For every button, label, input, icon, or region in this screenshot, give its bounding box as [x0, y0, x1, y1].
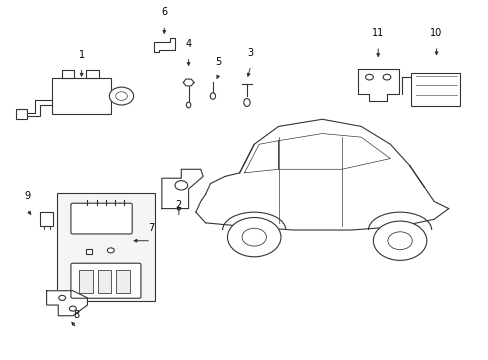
- Text: 9: 9: [24, 192, 30, 202]
- FancyBboxPatch shape: [71, 263, 141, 298]
- Circle shape: [365, 74, 372, 80]
- Circle shape: [59, 296, 65, 300]
- Circle shape: [109, 87, 133, 105]
- Text: 5: 5: [215, 57, 222, 67]
- Bar: [86, 70, 99, 78]
- Bar: [40, 212, 53, 226]
- Text: 10: 10: [429, 28, 442, 38]
- Text: 4: 4: [185, 39, 191, 49]
- Text: 1: 1: [79, 50, 84, 60]
- Bar: [116, 270, 129, 293]
- Text: 11: 11: [371, 28, 384, 38]
- Text: 6: 6: [161, 8, 167, 18]
- Text: 8: 8: [74, 310, 80, 320]
- Bar: [52, 78, 111, 114]
- Ellipse shape: [210, 93, 215, 99]
- Circle shape: [387, 232, 411, 249]
- Polygon shape: [46, 291, 87, 316]
- Polygon shape: [357, 68, 398, 102]
- Circle shape: [116, 92, 127, 100]
- Bar: [85, 249, 92, 254]
- Text: 7: 7: [148, 223, 154, 233]
- FancyBboxPatch shape: [71, 203, 132, 234]
- Text: 2: 2: [175, 200, 182, 210]
- Circle shape: [372, 221, 426, 260]
- Circle shape: [227, 217, 281, 257]
- Circle shape: [382, 74, 390, 80]
- Polygon shape: [153, 38, 175, 53]
- Bar: [98, 270, 111, 293]
- Bar: [16, 109, 27, 119]
- Polygon shape: [183, 79, 194, 86]
- Circle shape: [69, 306, 76, 311]
- Ellipse shape: [244, 99, 249, 107]
- Polygon shape: [162, 169, 203, 208]
- Circle shape: [107, 248, 114, 253]
- Bar: [62, 70, 74, 78]
- Bar: [79, 270, 93, 293]
- Ellipse shape: [186, 102, 190, 108]
- Bar: [57, 193, 154, 301]
- Text: 3: 3: [247, 48, 253, 58]
- Bar: [410, 73, 459, 106]
- Circle shape: [242, 228, 266, 246]
- Circle shape: [175, 181, 187, 190]
